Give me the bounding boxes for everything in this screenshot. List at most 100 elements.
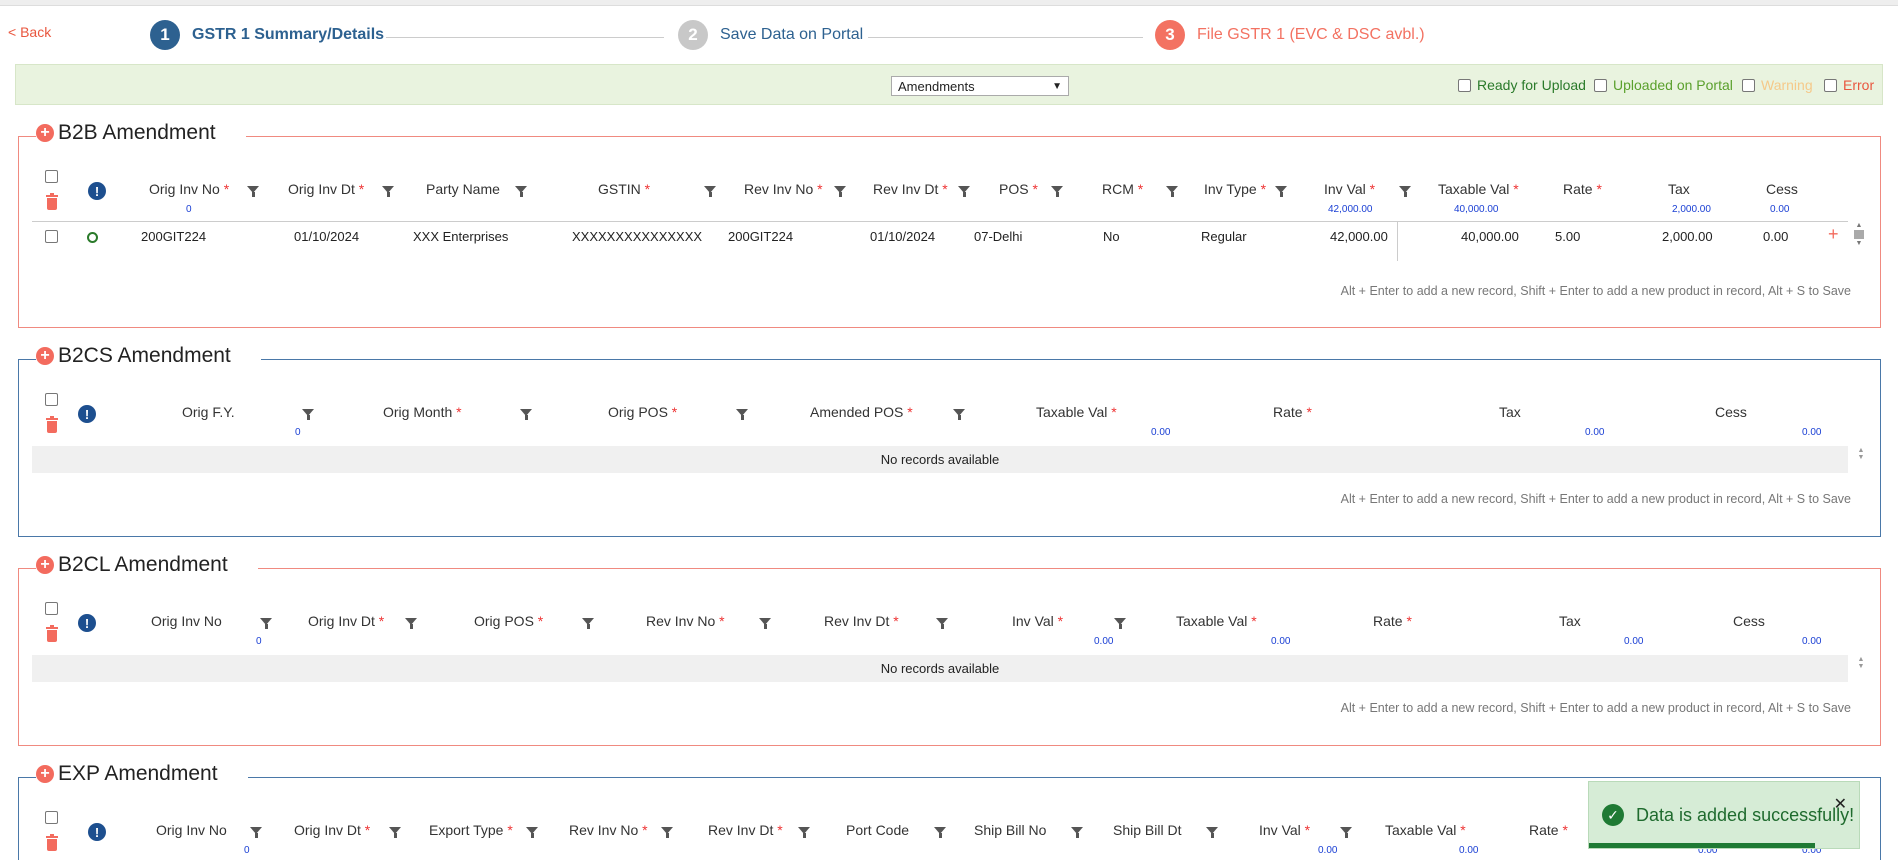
total-cess: 0.00 [1802, 845, 1822, 856]
filter-icon[interactable] [515, 186, 527, 197]
filter-icon[interactable] [661, 827, 673, 838]
cell-rcm[interactable]: No [1103, 229, 1120, 244]
filter-icon[interactable] [936, 618, 948, 629]
step-file-gstr[interactable]: 3 File GSTR 1 (EVC & DSC avbl.) [1155, 20, 1425, 50]
add-section-icon[interactable]: + [36, 556, 54, 574]
select-all-checkbox[interactable] [45, 602, 58, 615]
filter-icon[interactable] [389, 827, 401, 838]
filter-icon[interactable] [798, 827, 810, 838]
section-title: B2CS Amendment [58, 344, 231, 367]
filter-icon[interactable] [1166, 186, 1178, 197]
col-header: Inv Val * [1259, 822, 1311, 838]
filter-icon[interactable] [834, 186, 846, 197]
legend-checkbox[interactable] [1742, 78, 1755, 92]
cell-orig-inv-dt[interactable]: 01/10/2024 [294, 229, 360, 244]
alert-icon: ! [78, 405, 96, 423]
step-label: Save Data on Portal [720, 26, 864, 43]
filter-icon[interactable] [582, 618, 594, 629]
trash-icon[interactable] [46, 193, 58, 210]
step-summary[interactable]: 1 GSTR 1 Summary/Details [150, 20, 384, 50]
exp-header: + EXP Amendment [36, 762, 248, 786]
b2b-header: + B2B Amendment [36, 121, 246, 145]
cell-party-name[interactable]: XXX Enterprises [413, 229, 509, 244]
filter-icon[interactable] [759, 618, 771, 629]
filter-icon[interactable] [250, 827, 262, 838]
filter-icon[interactable] [1071, 827, 1083, 838]
cell-inv-val[interactable]: 42,000.00 [1330, 229, 1388, 244]
total-inv-val: 0.00 [1318, 845, 1338, 856]
b2cl-section: + B2CL Amendment ! Orig Inv No Orig Inv … [18, 550, 1881, 748]
col-header: Cess [1715, 404, 1747, 420]
close-icon[interactable]: ✕ [1833, 796, 1847, 813]
filter-icon[interactable] [1051, 186, 1063, 197]
filter-icon[interactable] [1114, 618, 1126, 629]
b2cl-header: + B2CL Amendment [36, 553, 258, 577]
toast-progress-bar [1589, 843, 1815, 848]
section-select[interactable]: Amendments ▼ [891, 76, 1069, 96]
add-section-icon[interactable]: + [36, 347, 54, 365]
cell-inv-type[interactable]: Regular [1201, 229, 1247, 244]
select-all-checkbox[interactable] [45, 170, 58, 183]
trash-icon[interactable] [46, 834, 58, 851]
col-header: Cess [1733, 613, 1765, 629]
cell-rate[interactable]: 5.00 [1555, 229, 1581, 244]
cell-tax[interactable]: 2,000.00 [1662, 229, 1713, 244]
legend-error[interactable]: Error [1824, 77, 1874, 93]
filter-icon[interactable] [247, 186, 259, 197]
legend-checkbox[interactable] [1594, 78, 1607, 92]
col-header: Taxable Val * [1385, 822, 1466, 838]
legend-checkbox[interactable] [1824, 78, 1837, 92]
filter-icon[interactable] [520, 409, 532, 420]
col-header: Orig POS * [608, 404, 678, 420]
legend-checkbox[interactable] [1458, 78, 1471, 92]
step-connector [386, 37, 664, 38]
cell-taxable-val[interactable]: 40,000.00 [1461, 229, 1519, 244]
filter-icon[interactable] [958, 186, 970, 197]
filter-icon[interactable] [1340, 827, 1352, 838]
col-header: Party Name [426, 181, 500, 197]
scrollbar[interactable]: ▲ ▼ [1854, 222, 1864, 247]
add-section-icon[interactable]: + [36, 765, 54, 783]
filter-icon[interactable] [382, 186, 394, 197]
cell-orig-inv-no[interactable]: 200GIT224 [141, 229, 207, 244]
filter-icon[interactable] [704, 186, 716, 197]
step-save-portal[interactable]: 2 Save Data on Portal [678, 20, 863, 50]
filter-icon[interactable] [1275, 186, 1287, 197]
scrollbar[interactable]: ▲ ▼ [1857, 656, 1865, 670]
add-row-icon[interactable]: + [1828, 224, 1839, 244]
row-checkbox[interactable] [45, 230, 58, 243]
trash-icon[interactable] [46, 625, 58, 642]
cell-rev-inv-dt[interactable]: 01/10/2024 [870, 229, 936, 244]
select-all-checkbox[interactable] [45, 393, 58, 406]
filter-icon[interactable] [934, 827, 946, 838]
scrollbar[interactable]: ▲ ▼ [1857, 447, 1865, 461]
filter-icon[interactable] [953, 409, 965, 420]
filter-icon[interactable] [405, 618, 417, 629]
cell-cess[interactable]: 0.00 [1763, 229, 1789, 244]
back-link[interactable]: < Back [8, 24, 52, 40]
filter-icon[interactable] [1206, 827, 1218, 838]
chevron-down-icon: ▼ [1052, 80, 1062, 92]
empty-state: No records available [32, 446, 1848, 473]
legend-ready[interactable]: Ready for Upload [1458, 77, 1586, 93]
cell-rev-inv-no[interactable]: 200GIT224 [728, 229, 794, 244]
cell-gstin[interactable]: XXXXXXXXXXXXXXX [572, 229, 703, 244]
step-number: 1 [150, 20, 180, 50]
filter-icon[interactable] [736, 409, 748, 420]
header-divider [32, 221, 1848, 222]
success-toast: ✓ Data is added successfully! ✕ [1588, 781, 1860, 849]
legend-warning[interactable]: Warning [1742, 77, 1813, 93]
filter-icon[interactable] [302, 409, 314, 420]
add-section-icon[interactable]: + [36, 124, 54, 142]
col-header: RCM * [1102, 181, 1144, 197]
legend-uploaded[interactable]: Uploaded on Portal [1594, 77, 1733, 93]
select-all-checkbox[interactable] [45, 811, 58, 824]
b2b-section: + B2B Amendment ! Orig Inv No * Orig Inv… [18, 118, 1881, 330]
filter-icon[interactable] [260, 618, 272, 629]
col-header: Port Code [846, 822, 910, 838]
cell-pos[interactable]: 07-Delhi [974, 229, 1023, 244]
trash-icon[interactable] [46, 416, 58, 433]
filter-icon[interactable] [526, 827, 538, 838]
total-taxable: 40,000.00 [1454, 204, 1499, 215]
filter-icon[interactable] [1399, 186, 1411, 197]
